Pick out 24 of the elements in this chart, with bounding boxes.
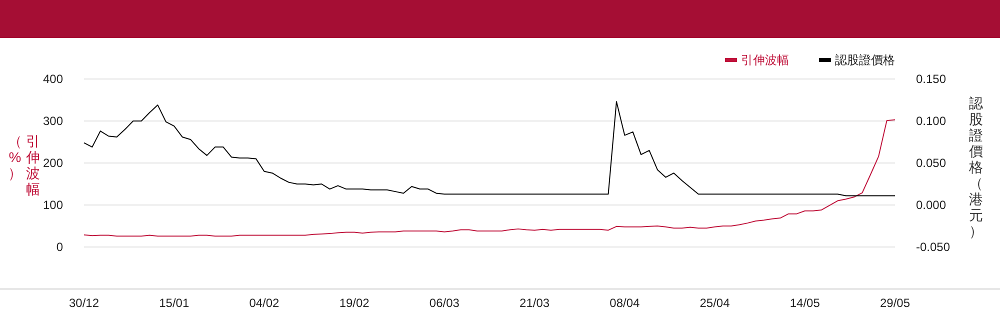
y2-tick-label: 0.000 <box>916 198 946 212</box>
x-tick-label: 25/04 <box>700 296 730 310</box>
y2-tick-label: -0.050 <box>916 240 950 254</box>
x-tick-label: 19/02 <box>339 296 370 310</box>
x-tick-label: 15/01 <box>159 296 190 310</box>
x-tick-label: 06/03 <box>429 296 460 310</box>
y2-tick-label: 0.150 <box>916 72 946 86</box>
x-tick-label: 21/03 <box>520 296 550 310</box>
y-axis-title: 引伸波幅（%） <box>8 133 40 197</box>
x-tick-label: 30/12 <box>68 296 100 310</box>
y2-tick-label: 0.050 <box>916 156 946 170</box>
y-tick-label: 400 <box>42 72 64 86</box>
x-tick-label: 04/02 <box>249 296 280 310</box>
y-tick-label: 100 <box>42 198 64 212</box>
y-tick-label: 200 <box>42 156 64 170</box>
legend-label: 認股證價格 <box>835 53 895 67</box>
y2-axis-title: 認股證價格（港元） <box>969 95 983 239</box>
y-tick-label: 0 <box>56 240 64 254</box>
x-tick-label: 29/05 <box>880 296 910 310</box>
x-tick-label: 08/04 <box>610 296 640 310</box>
x-tick-label: 14/05 <box>790 296 820 310</box>
legend-label: 引伸波幅 <box>741 53 789 67</box>
y2-tick-label: 0.100 <box>916 114 946 128</box>
y-tick-label: 300 <box>42 114 64 128</box>
